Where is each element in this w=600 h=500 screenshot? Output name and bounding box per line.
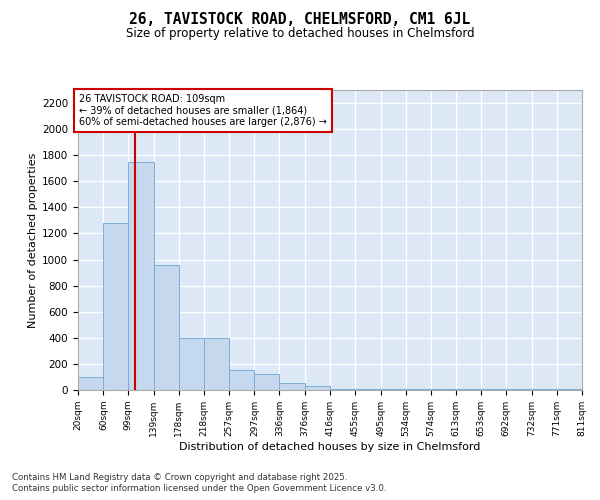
Text: Contains public sector information licensed under the Open Government Licence v3: Contains public sector information licen… xyxy=(12,484,386,493)
X-axis label: Distribution of detached houses by size in Chelmsford: Distribution of detached houses by size … xyxy=(179,442,481,452)
Text: Contains HM Land Registry data © Crown copyright and database right 2025.: Contains HM Land Registry data © Crown c… xyxy=(12,472,347,482)
Bar xyxy=(331,388,355,390)
Bar xyxy=(229,370,254,390)
Bar xyxy=(179,338,204,390)
Text: Size of property relative to detached houses in Chelmsford: Size of property relative to detached ho… xyxy=(125,28,475,40)
Bar xyxy=(254,374,280,390)
Bar xyxy=(204,338,229,390)
Bar xyxy=(128,162,154,390)
Bar xyxy=(78,377,103,390)
Y-axis label: Number of detached properties: Number of detached properties xyxy=(28,152,38,328)
Bar xyxy=(154,265,179,390)
Bar xyxy=(305,386,331,390)
Bar xyxy=(280,384,305,390)
Bar xyxy=(103,223,128,390)
Text: 26, TAVISTOCK ROAD, CHELMSFORD, CM1 6JL: 26, TAVISTOCK ROAD, CHELMSFORD, CM1 6JL xyxy=(130,12,470,28)
Text: 26 TAVISTOCK ROAD: 109sqm
← 39% of detached houses are smaller (1,864)
60% of se: 26 TAVISTOCK ROAD: 109sqm ← 39% of detac… xyxy=(79,94,327,127)
